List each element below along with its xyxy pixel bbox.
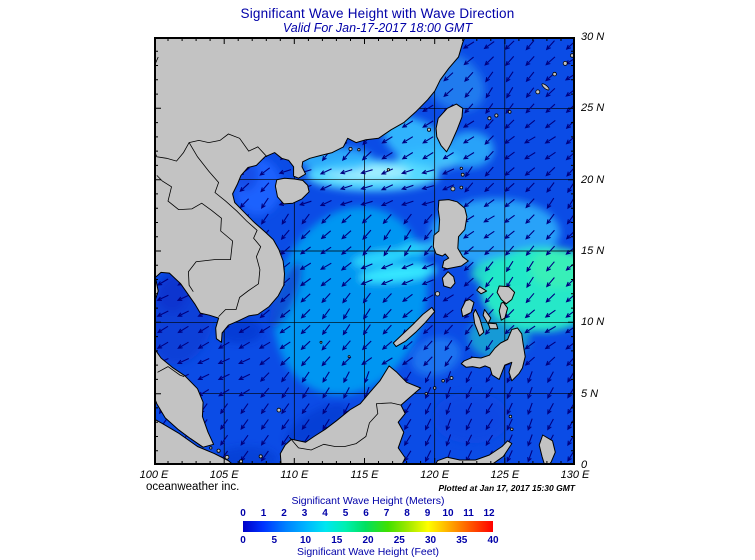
colorbar-meters-tick: 5 <box>342 508 349 519</box>
lon-tick-label: 115 E <box>350 469 379 481</box>
colorbar-feet-tick: 35 <box>456 535 468 546</box>
lat-tick-label: 30 N <box>581 31 605 43</box>
colorbar-feet-tick: 30 <box>424 535 437 546</box>
colorbar-meters-tick: 4 <box>322 508 328 519</box>
lat-tick-label: 20 N <box>581 173 605 186</box>
page-title: Significant Wave Height with Wave Direct… <box>240 6 515 21</box>
colorbar-feet-tick: 25 <box>393 535 405 546</box>
colorbar-feet-tick: 20 <box>362 535 374 546</box>
landmass-masbate <box>476 286 488 295</box>
lon-tick-label: 100 E <box>139 469 169 481</box>
lon-tick-label: 130 E <box>560 469 590 481</box>
lat-tick-label: 15 N <box>581 245 605 257</box>
colorbar-feet-tick: 5 <box>271 535 278 546</box>
landmass-leyte <box>498 301 509 321</box>
land-layer <box>154 37 556 465</box>
lon-tick-label: 105 E <box>209 469 239 481</box>
map-layers <box>154 37 575 465</box>
landmass-negros <box>472 309 485 337</box>
lon-tick-label: 125 E <box>490 469 520 481</box>
landmass-mindoro <box>441 271 456 289</box>
colorbar-feet-tick: 0 <box>240 535 246 546</box>
colorbar-meters-tick: 0 <box>240 508 246 519</box>
landmass-sumatra <box>154 418 235 465</box>
landmass-samar <box>496 285 516 305</box>
landmass-borneo <box>279 365 422 465</box>
landmass-halmahera <box>538 434 556 465</box>
colorbar-meters-tick: 3 <box>301 508 308 519</box>
colorbar-feet-tick: 15 <box>331 535 343 546</box>
credit-text: oceanweather inc. <box>146 481 240 493</box>
map-plot-area <box>154 37 575 465</box>
colorbar-meters-tick: 2 <box>281 508 287 519</box>
landmass-taiwan <box>435 103 464 153</box>
lat-tick-label: 0 <box>581 459 588 471</box>
colorbar-meters-tick: 7 <box>383 508 390 519</box>
colorbar-feet-tick: 40 <box>487 535 499 546</box>
colorbar-meters-tick: 6 <box>363 508 369 519</box>
wave-map <box>154 37 575 465</box>
colorbar-feet-tick: 10 <box>299 535 312 546</box>
lon-tick-label: 110 E <box>280 469 309 481</box>
landmass-asia <box>154 37 466 448</box>
plotted-at-text: Plotted at Jan 17, 2017 15:30 GMT <box>438 483 575 493</box>
landmass-hainan <box>274 177 310 205</box>
landmass-palawan <box>392 306 436 348</box>
landmass-mindanao <box>460 327 526 382</box>
colorbar-meters-tick: 12 <box>483 508 495 519</box>
lat-tick-label: 5 N <box>581 387 599 400</box>
landmass-sulawesi <box>434 440 513 465</box>
colorbar-meters-tick: 11 <box>463 508 474 519</box>
colorbar-meters-tick: 9 <box>424 508 431 519</box>
colorbar-gradient <box>243 521 493 532</box>
colorbar-meters-tick: 10 <box>442 508 454 519</box>
small-islands <box>209 53 575 464</box>
colorbar-meters-tick: 1 <box>260 508 267 519</box>
map-frame <box>154 37 575 465</box>
landmass-luzon <box>432 199 469 270</box>
country-borders <box>154 56 402 451</box>
landmass-bohol <box>487 322 499 330</box>
colorbar-meters-label: Significant Wave Height (Meters) <box>291 495 445 507</box>
lat-tick-label: 25 N <box>581 102 605 115</box>
colorbar-feet-label: Significant Wave Height (Feet) <box>296 546 439 558</box>
landmass-panay <box>460 299 475 318</box>
colorbar-meters-tick: 8 <box>404 508 410 519</box>
valid-time-subtitle: Valid For Jan-17-2017 18:00 GMT <box>282 21 473 35</box>
lat-tick-label: 10 N <box>581 316 605 329</box>
lon-tick-label: 120 E <box>420 469 450 481</box>
